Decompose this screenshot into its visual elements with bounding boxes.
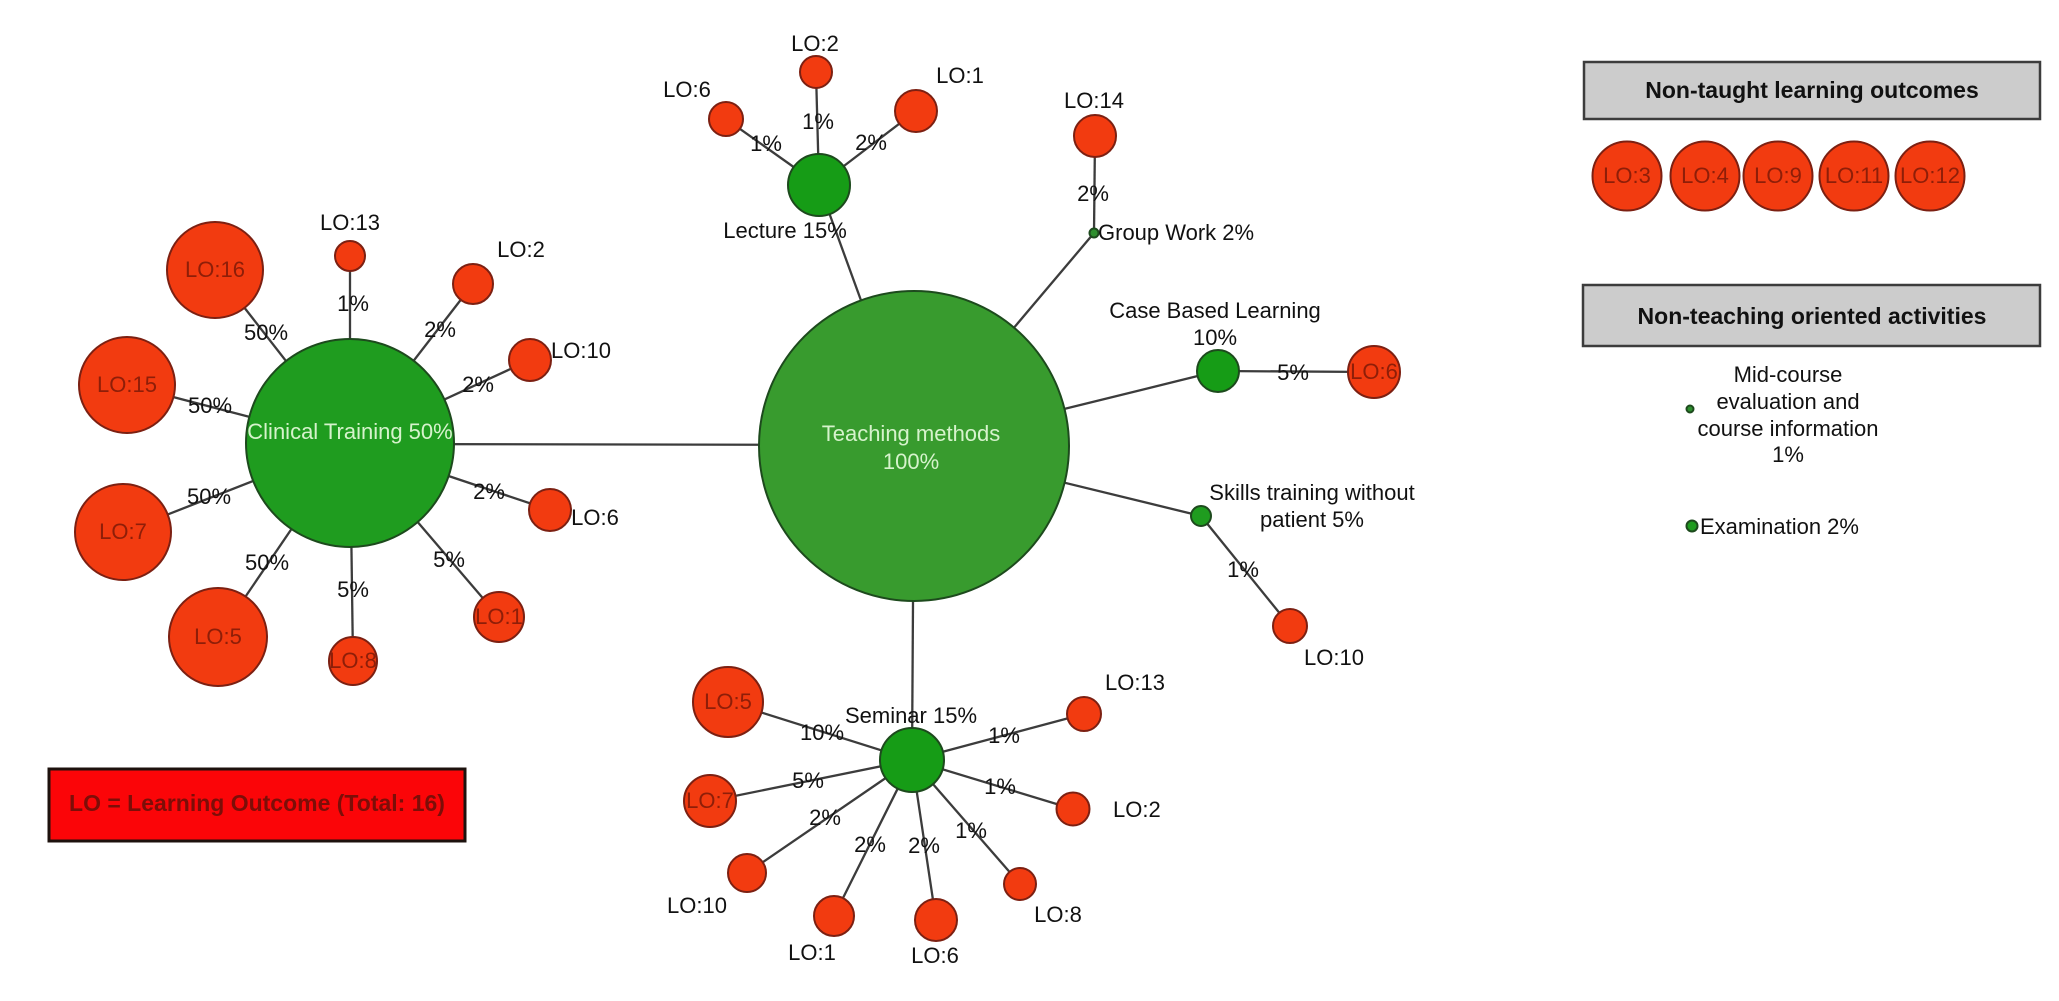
svg-text:Examination 2%: Examination 2% [1700,514,1859,539]
svg-text:1%: 1% [337,291,369,316]
svg-text:patient 5%: patient 5% [1260,507,1364,532]
svg-text:LO:4: LO:4 [1681,163,1729,188]
svg-text:evaluation and: evaluation and [1716,389,1859,414]
svg-text:5%: 5% [1277,360,1309,385]
svg-text:10%: 10% [800,720,844,745]
svg-text:2%: 2% [424,317,456,342]
svg-text:Lecture 15%: Lecture 15% [723,218,847,243]
svg-text:2%: 2% [855,130,887,155]
svg-text:LO:2: LO:2 [1113,797,1161,822]
svg-text:50%: 50% [244,320,288,345]
svg-text:LO:10: LO:10 [1304,645,1364,670]
svg-text:1%: 1% [1227,557,1259,582]
svg-text:5%: 5% [337,577,369,602]
svg-text:Clinical Training 50%: Clinical Training 50% [247,419,452,444]
svg-text:LO:14: LO:14 [1064,88,1124,113]
svg-text:LO:12: LO:12 [1900,163,1960,188]
svg-text:LO:15: LO:15 [97,372,157,397]
svg-text:LO:8: LO:8 [329,648,377,673]
svg-text:LO:10: LO:10 [667,893,727,918]
svg-text:Teaching methods: Teaching methods [822,421,1001,446]
svg-text:LO:7: LO:7 [99,519,147,544]
svg-text:LO:6: LO:6 [571,505,619,530]
svg-text:2%: 2% [473,479,505,504]
svg-text:LO:1: LO:1 [936,63,984,88]
svg-text:2%: 2% [854,832,886,857]
svg-text:1%: 1% [1772,442,1804,467]
svg-text:Case Based Learning: Case Based Learning [1109,298,1321,323]
svg-text:2%: 2% [908,833,940,858]
svg-text:50%: 50% [187,484,231,509]
svg-text:LO:13: LO:13 [320,210,380,235]
svg-text:LO:1: LO:1 [475,604,523,629]
svg-text:LO:6: LO:6 [1350,359,1398,384]
svg-text:1%: 1% [802,109,834,134]
svg-text:LO:2: LO:2 [497,237,545,262]
svg-text:LO:5: LO:5 [194,624,242,649]
svg-text:LO:11: LO:11 [1825,163,1883,188]
svg-text:Group Work 2%: Group Work 2% [1098,220,1254,245]
svg-text:Non-taught learning outcomes: Non-taught learning outcomes [1645,77,1979,103]
svg-text:LO:8: LO:8 [1034,902,1082,927]
svg-text:course information: course information [1698,416,1879,441]
svg-text:LO:6: LO:6 [663,77,711,102]
svg-text:100%: 100% [883,449,939,474]
svg-text:LO:2: LO:2 [791,31,839,56]
svg-text:1%: 1% [984,774,1016,799]
svg-text:LO = Learning Outcome (Total:: LO = Learning Outcome (Total: 16) [69,790,445,816]
svg-text:Mid-course: Mid-course [1734,362,1843,387]
svg-text:LO:13: LO:13 [1105,670,1165,695]
svg-text:LO:9: LO:9 [1754,163,1802,188]
svg-text:LO:1: LO:1 [788,940,836,965]
svg-text:1%: 1% [955,818,987,843]
svg-text:2%: 2% [462,372,494,397]
svg-text:50%: 50% [245,550,289,575]
svg-text:LO:10: LO:10 [551,338,611,363]
svg-text:2%: 2% [809,805,841,830]
svg-text:5%: 5% [433,547,465,572]
svg-text:Non-teaching oriented activiti: Non-teaching oriented activities [1638,303,1987,329]
svg-text:Skills training without: Skills training without [1209,480,1414,505]
svg-text:LO:16: LO:16 [185,257,245,282]
svg-text:1%: 1% [750,131,782,156]
svg-text:5%: 5% [792,768,824,793]
svg-text:LO:3: LO:3 [1603,163,1651,188]
svg-text:50%: 50% [188,393,232,418]
svg-text:1%: 1% [988,723,1020,748]
svg-text:LO:6: LO:6 [911,943,959,968]
svg-text:10%: 10% [1193,325,1237,350]
svg-text:2%: 2% [1077,181,1109,206]
svg-text:LO:7: LO:7 [686,788,734,813]
svg-text:Seminar 15%: Seminar 15% [845,703,977,728]
svg-text:LO:5: LO:5 [704,689,752,714]
